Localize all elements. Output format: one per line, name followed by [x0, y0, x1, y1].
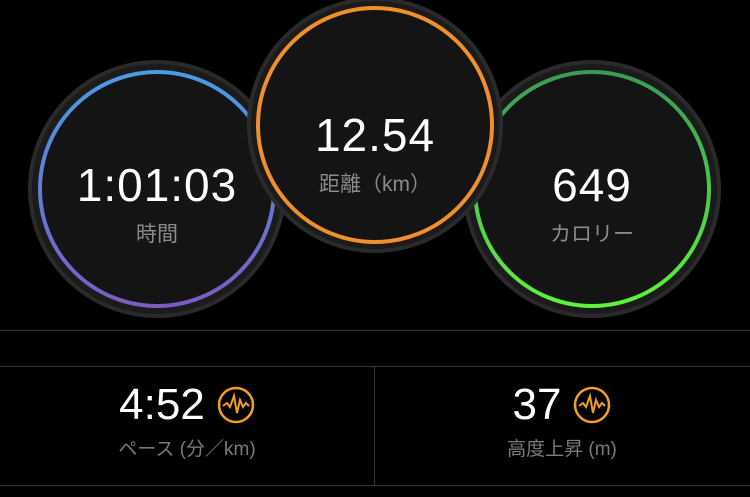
divider: [0, 366, 750, 367]
calories-circle[interactable]: [463, 60, 721, 318]
distance-circle[interactable]: [247, 0, 503, 253]
calories-label: カロリー: [550, 223, 634, 246]
divider: [0, 330, 750, 331]
elevation-gain-value: 37: [512, 380, 562, 429]
divider: [0, 485, 750, 486]
elevation-gain-label: 高度上昇 (m): [507, 439, 617, 460]
distance-label: 距離（km）: [319, 173, 431, 196]
activity-chart-icon[interactable]: [573, 386, 611, 424]
elevation-gain-stat[interactable]: 37 高度上昇 (m): [375, 380, 749, 461]
distance-value: 12.54: [314, 109, 436, 161]
pace-stat[interactable]: 4:52 ペース (分／km): [0, 380, 374, 461]
calories-metric: 649 カロリー: [482, 158, 702, 248]
pace-label: ペース (分／km): [118, 439, 256, 460]
pace-value: 4:52: [119, 380, 205, 429]
time-metric: 1:01:03 時間: [47, 158, 267, 248]
summary-rings: [28, 0, 721, 318]
activity-chart-icon[interactable]: [217, 386, 255, 424]
time-value: 1:01:03: [76, 159, 238, 211]
calories-value: 649: [552, 159, 632, 211]
divider: [374, 367, 375, 485]
time-label: 時間: [136, 223, 178, 246]
distance-metric: 12.54 距離（km）: [265, 108, 485, 198]
